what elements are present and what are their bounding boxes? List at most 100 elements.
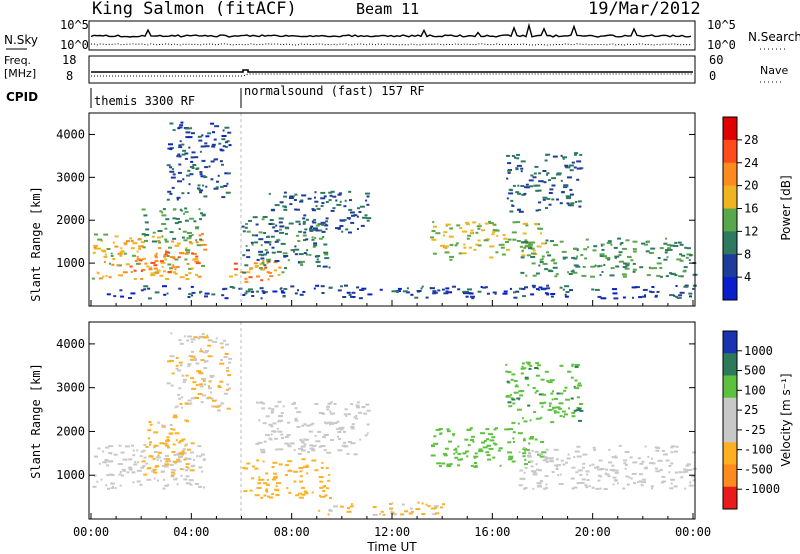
echo-cell: [519, 394, 524, 397]
echo-cell: [291, 403, 296, 405]
echo-cell: [545, 207, 548, 209]
echo-cell: [435, 428, 441, 431]
echo-cell: [177, 221, 182, 223]
echo-cell: [143, 288, 147, 291]
echo-cell: [174, 469, 177, 472]
echo-cell: [629, 456, 633, 459]
echo-cell: [563, 415, 565, 418]
echo-cell: [353, 214, 358, 217]
echo-cell: [595, 487, 600, 490]
echo-cell: [361, 287, 367, 290]
echo-cell: [527, 455, 532, 458]
echo-cell: [614, 479, 618, 482]
echo-cell: [689, 469, 693, 471]
echo-cell: [269, 275, 274, 278]
echo-cell: [153, 431, 159, 434]
echo-cell: [524, 286, 528, 289]
echo-cell: [169, 170, 175, 173]
echo-cell: [154, 291, 157, 294]
echo-cell: [625, 475, 629, 478]
nave-tick-bottom: 0: [709, 69, 716, 83]
echo-cell: [530, 465, 534, 468]
echo-cell: [410, 293, 414, 296]
echo-cell: [678, 294, 683, 297]
echo-cell: [315, 440, 321, 443]
echo-cell: [565, 166, 571, 169]
echo-cell: [318, 412, 324, 414]
echo-cell: [188, 146, 191, 149]
echo-cell: [554, 397, 558, 400]
echo-cell: [611, 464, 615, 467]
echo-cell: [547, 381, 553, 384]
echo-cell: [205, 185, 208, 188]
echo-cell: [542, 196, 548, 199]
echo-cell: [663, 453, 668, 456]
echo-cell: [534, 450, 539, 453]
echo-cell: [668, 464, 672, 467]
echo-cell: [684, 284, 689, 287]
echo-cell: [597, 295, 602, 298]
echo-cell: [545, 483, 548, 486]
echo-cell: [522, 295, 526, 298]
echo-cell: [430, 454, 436, 457]
echo-cell: [198, 455, 202, 458]
echo-cell: [338, 192, 342, 195]
echo-cell: [365, 199, 368, 202]
echo-cell: [329, 410, 332, 413]
echo-cell: [541, 242, 546, 245]
echo-cell: [254, 467, 259, 470]
echo-cell: [359, 438, 362, 441]
echo-cell: [182, 452, 187, 455]
echo-cell: [195, 262, 201, 265]
echo-cell: [265, 483, 270, 486]
echo-cell: [182, 448, 186, 451]
echo-cell: [153, 446, 157, 449]
echo-cell: [261, 268, 265, 271]
echo-cell: [296, 234, 300, 237]
echo-cell: [178, 155, 182, 158]
echo-cell: [189, 402, 193, 405]
echo-cell: [675, 285, 678, 287]
echo-cell: [97, 238, 103, 241]
echo-cell: [679, 259, 684, 262]
echo-cell: [262, 291, 266, 294]
echo-cell: [157, 421, 161, 424]
echo-cell: [96, 480, 99, 483]
echo-cell: [506, 154, 510, 157]
echo-cell: [318, 445, 322, 448]
echo-cell: [396, 290, 399, 293]
echo-cell: [521, 249, 524, 252]
echo-cell: [110, 487, 114, 489]
echo-cell: [478, 223, 481, 226]
echo-cell: [195, 239, 198, 242]
echo-cell: [187, 136, 193, 139]
colorbar-tick-label: 12: [744, 224, 758, 238]
echo-cell: [97, 447, 101, 450]
echo-cell: [320, 285, 325, 288]
echo-cell: [326, 451, 332, 454]
echo-cell: [689, 481, 692, 484]
echo-cell: [289, 195, 294, 198]
echo-cell: [271, 430, 277, 433]
echo-cell: [93, 244, 99, 247]
echo-cell: [171, 451, 176, 453]
echo-cell: [692, 287, 695, 290]
echo-cell: [389, 503, 392, 505]
echo-cell: [366, 203, 370, 206]
echo-cell: [187, 335, 193, 338]
echo-cell: [223, 287, 228, 290]
echo-cell: [94, 455, 98, 458]
echo-cell: [565, 461, 568, 464]
echo-cell: [215, 158, 219, 161]
echo-cell: [161, 214, 167, 217]
echo-cell: [669, 272, 672, 275]
echo-cell: [170, 176, 176, 179]
echo-cell: [509, 210, 514, 213]
echo-cell: [389, 507, 393, 510]
echo-cell: [168, 143, 173, 146]
echo-cell: [355, 404, 360, 407]
echo-cell: [449, 258, 453, 261]
echo-cell: [351, 291, 356, 294]
echo-cell: [262, 216, 268, 218]
echo-cell: [592, 249, 597, 252]
